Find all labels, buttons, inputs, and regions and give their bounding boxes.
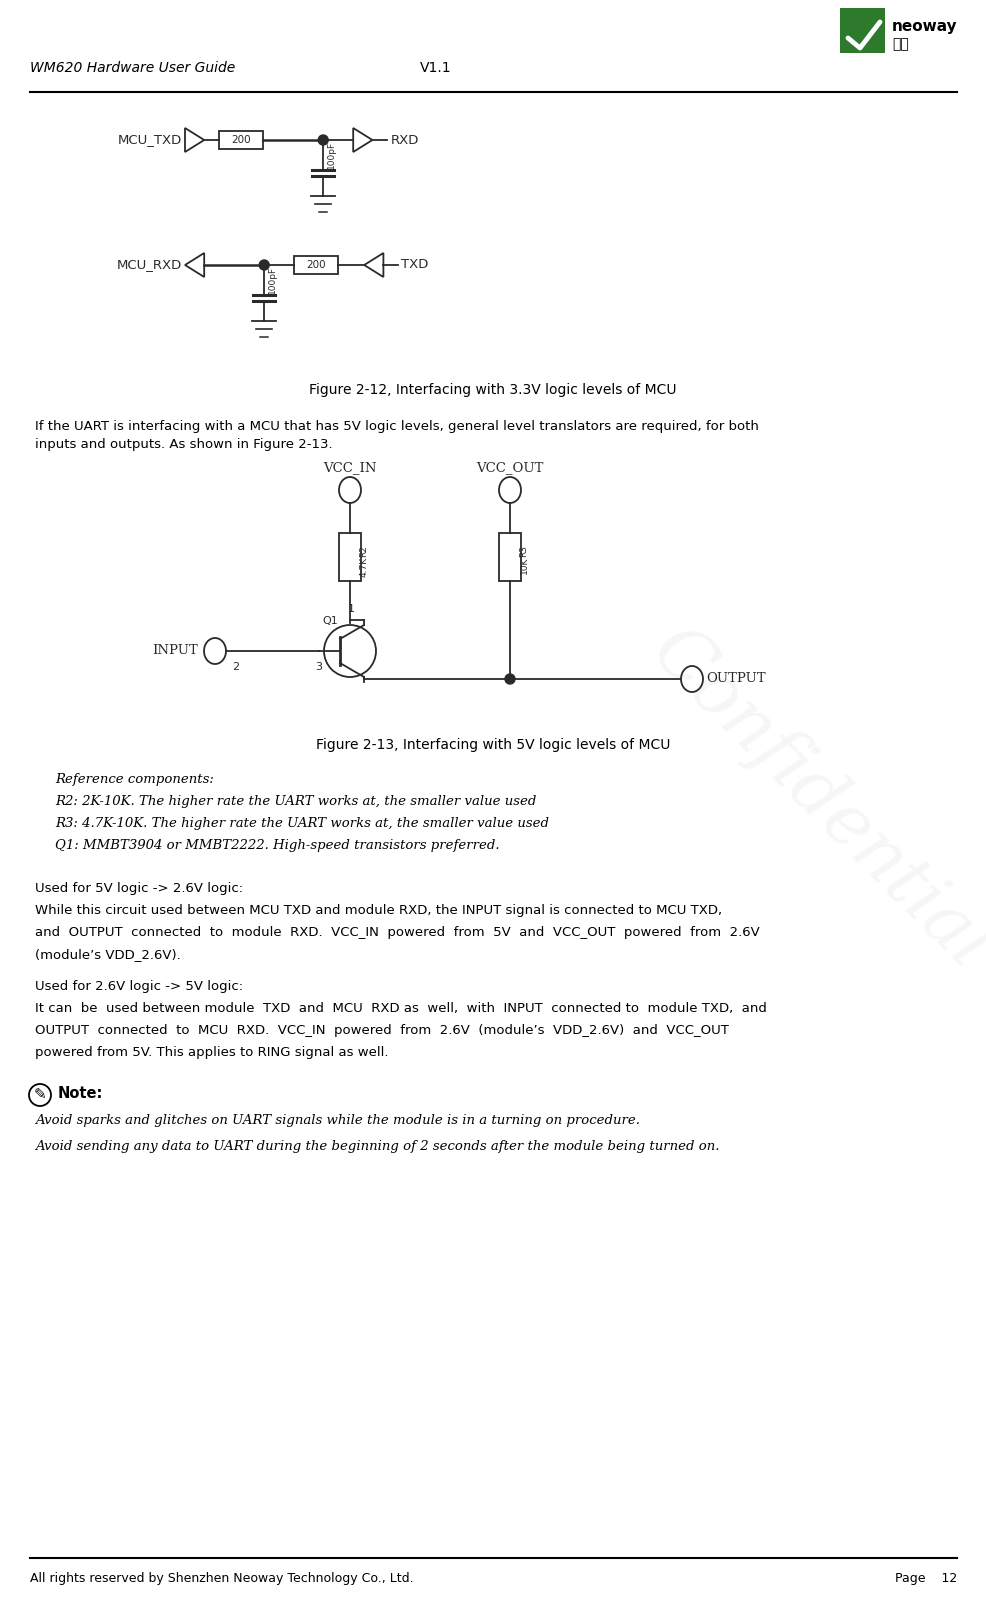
Text: 10K: 10K: [519, 557, 528, 575]
Text: 100pF: 100pF: [268, 267, 277, 294]
Text: R2: 2K-10K. The higher rate the UART works at, the smaller value used: R2: 2K-10K. The higher rate the UART wor…: [55, 795, 535, 808]
Text: R3: 4.7K-10K. The higher rate the UART works at, the smaller value used: R3: 4.7K-10K. The higher rate the UART w…: [55, 818, 548, 830]
Text: 3: 3: [315, 663, 321, 672]
Text: OUTPUT: OUTPUT: [705, 672, 765, 685]
Circle shape: [259, 260, 269, 270]
Text: Note:: Note:: [58, 1086, 104, 1102]
FancyBboxPatch shape: [338, 533, 361, 581]
Text: Q1: Q1: [321, 616, 337, 626]
Text: Confidential: Confidential: [636, 616, 986, 984]
Text: powered from 5V. This applies to RING signal as well.: powered from 5V. This applies to RING si…: [35, 1046, 388, 1059]
Text: VCC_IN: VCC_IN: [323, 462, 377, 474]
Text: Page    12: Page 12: [894, 1571, 956, 1584]
Text: If the UART is interfacing with a MCU that has 5V logic levels, general level tr: If the UART is interfacing with a MCU th…: [35, 420, 758, 433]
Text: MCU_TXD: MCU_TXD: [117, 134, 181, 147]
Text: Avoid sending any data to UART during the beginning of 2 seconds after the modul: Avoid sending any data to UART during th…: [35, 1140, 719, 1153]
Text: 4.7K: 4.7K: [359, 557, 368, 577]
Text: 100pF: 100pF: [327, 141, 336, 169]
Text: MCU_RXD: MCU_RXD: [116, 259, 181, 271]
Text: Figure 2-12, Interfacing with 3.3V logic levels of MCU: Figure 2-12, Interfacing with 3.3V logic…: [309, 383, 676, 398]
Text: R3: R3: [519, 545, 528, 557]
Text: (module’s VDD_2.6V).: (module’s VDD_2.6V).: [35, 949, 180, 961]
FancyBboxPatch shape: [499, 533, 521, 581]
Text: Q1: MMBT3904 or MMBT2222. High-speed transistors preferred.: Q1: MMBT3904 or MMBT2222. High-speed tra…: [55, 838, 499, 853]
Text: RXD: RXD: [390, 134, 418, 147]
Text: 200: 200: [306, 260, 325, 270]
Text: Used for 5V logic -> 2.6V logic:: Used for 5V logic -> 2.6V logic:: [35, 882, 243, 894]
Text: OUTPUT  connected  to  MCU  RXD.  VCC_IN  powered  from  2.6V  (module’s  VDD_2.: OUTPUT connected to MCU RXD. VCC_IN powe…: [35, 1024, 728, 1036]
FancyBboxPatch shape: [219, 131, 263, 149]
Text: INPUT: INPUT: [152, 645, 197, 658]
Text: Avoid sparks and glitches on UART signals while the module is in a turning on pr: Avoid sparks and glitches on UART signal…: [35, 1115, 639, 1127]
Text: and  OUTPUT  connected  to  module  RXD.  VCC_IN  powered  from  5V  and  VCC_OU: and OUTPUT connected to module RXD. VCC_…: [35, 926, 759, 939]
Text: Used for 2.6V logic -> 5V logic:: Used for 2.6V logic -> 5V logic:: [35, 981, 243, 993]
Text: 2: 2: [232, 663, 239, 672]
Text: It can  be  used between module  TXD  and  MCU  RXD as  well,  with  INPUT  conn: It can be used between module TXD and MC…: [35, 1001, 766, 1016]
Text: V1.1: V1.1: [420, 61, 452, 75]
Text: 1: 1: [348, 604, 355, 613]
Text: ✎: ✎: [34, 1088, 46, 1102]
Text: TXD: TXD: [401, 259, 428, 271]
Text: R2: R2: [359, 545, 368, 557]
Circle shape: [505, 674, 515, 684]
FancyBboxPatch shape: [294, 256, 338, 275]
Circle shape: [317, 136, 328, 145]
Text: neoway: neoway: [891, 19, 956, 34]
Text: Reference components:: Reference components:: [55, 773, 214, 786]
Text: 200: 200: [231, 136, 250, 145]
Text: WM620 Hardware User Guide: WM620 Hardware User Guide: [30, 61, 235, 75]
Text: VCC_OUT: VCC_OUT: [476, 462, 543, 474]
FancyBboxPatch shape: [839, 8, 884, 53]
Text: While this circuit used between MCU TXD and module RXD, the INPUT signal is conn: While this circuit used between MCU TXD …: [35, 904, 722, 917]
Text: 有方: 有方: [891, 37, 908, 51]
Text: All rights reserved by Shenzhen Neoway Technology Co., Ltd.: All rights reserved by Shenzhen Neoway T…: [30, 1571, 413, 1584]
Text: inputs and outputs. As shown in Figure 2-13.: inputs and outputs. As shown in Figure 2…: [35, 438, 332, 450]
Text: Figure 2-13, Interfacing with 5V logic levels of MCU: Figure 2-13, Interfacing with 5V logic l…: [316, 738, 669, 752]
